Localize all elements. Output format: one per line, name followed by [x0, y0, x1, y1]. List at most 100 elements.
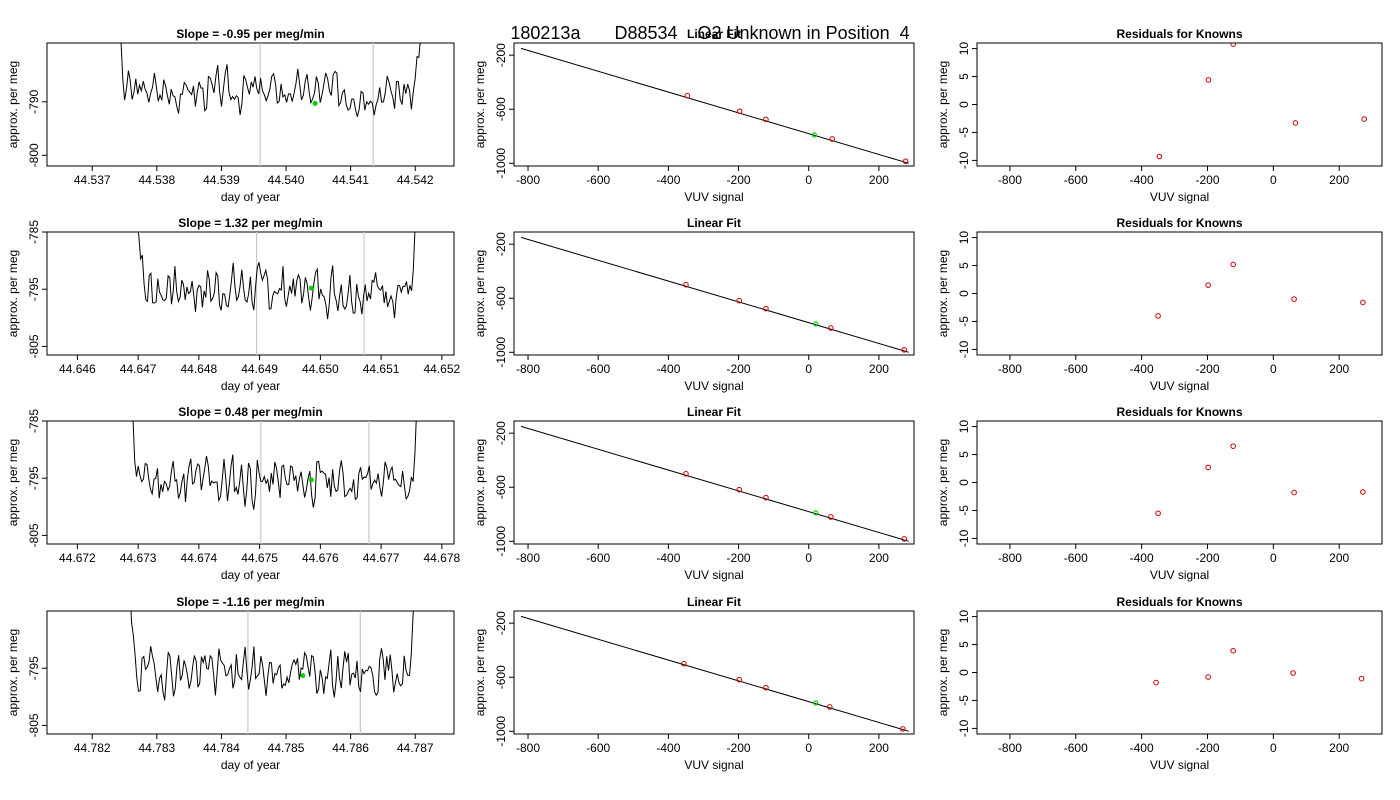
plot-area [1153, 647, 1365, 686]
x-tick-label: 200 [869, 551, 889, 565]
y-tick-label: -800 [27, 143, 41, 167]
plot-area [1155, 261, 1366, 319]
fit-line [520, 425, 909, 542]
y-tick-label: -1000 [494, 148, 508, 179]
y-tick-label: -795 [27, 656, 41, 680]
plot-frame [513, 610, 915, 735]
x-tick-label: -800 [516, 173, 540, 187]
y-axis-label: approx. per meg [6, 250, 20, 337]
y-tick-label: -10 [957, 151, 971, 169]
y-axis-label: approx. per meg [473, 250, 487, 337]
x-tick-label: 44.785 [268, 741, 305, 755]
y-tick-label: -10 [957, 529, 971, 547]
y-tick-label: 0 [957, 101, 971, 108]
residual-point [1156, 153, 1163, 160]
x-tick-label: -800 [998, 362, 1022, 376]
x-tick-label: 44.672 [59, 551, 96, 565]
x-tick-label: 44.651 [363, 362, 400, 376]
known-point [736, 108, 743, 115]
known-point [901, 347, 907, 353]
x-tick-label: -600 [1064, 362, 1088, 376]
y-axis-label: approx. per meg [6, 629, 20, 716]
plot-frame [976, 420, 1383, 545]
x-tick-label: -800 [516, 362, 540, 376]
x-tick-label: -600 [586, 173, 610, 187]
x-tick-label: -200 [1195, 362, 1219, 376]
y-tick-label: 0 [957, 669, 971, 676]
plot-frame [46, 42, 455, 167]
y-tick-label: 10 [957, 420, 971, 434]
residual-point [1230, 261, 1236, 268]
x-tick-label: -400 [656, 551, 680, 565]
y-tick-label: -1000 [494, 337, 508, 368]
plot-area [520, 615, 909, 732]
y-tick-label: 5 [957, 451, 971, 458]
x-tick-label: -800 [516, 741, 540, 755]
residual-point [1290, 670, 1296, 676]
known-point [829, 136, 836, 142]
y-tick-label: -5 [957, 127, 971, 138]
x-tick-label: 0 [1270, 741, 1277, 755]
y-tick-label: -795 [27, 277, 41, 301]
residual-point [1358, 675, 1365, 682]
residual-point [1230, 647, 1236, 654]
known-point [681, 660, 687, 667]
x-tick-label: 0 [1270, 173, 1277, 187]
x-tick-label: -200 [1195, 551, 1219, 565]
x-tick-label: -400 [656, 173, 680, 187]
residual-point [1230, 43, 1236, 47]
y-tick-label: 5 [957, 262, 971, 269]
plot-area [132, 421, 417, 544]
known-point [683, 281, 689, 288]
y-tick-label: -785 [27, 220, 41, 244]
unknown-point [811, 132, 817, 138]
panel-title: Linear Fit [687, 216, 741, 230]
residual-point [1153, 679, 1159, 686]
y-axis-label: approx. per meg [473, 61, 487, 148]
plot-frame [976, 610, 1383, 735]
x-tick-label: -200 [727, 362, 751, 376]
x-axis-label: VUV signal [1150, 758, 1209, 772]
x-tick-label: -800 [998, 173, 1022, 187]
known-point [763, 305, 769, 312]
y-axis-label: approx. per meg [936, 61, 950, 148]
y-tick-label: -1000 [494, 526, 508, 557]
panel-timeseries-2: Slope = 1.32 per meg/min 44.646 44.647 44.6… [6, 216, 461, 393]
x-axis-label: day of year [221, 379, 280, 393]
x-tick-label: -400 [656, 741, 680, 755]
x-tick-label: 44.675 [241, 551, 278, 565]
panel-title: Slope = 0.48 per meg/min [178, 405, 322, 419]
x-tick-label: -400 [1130, 362, 1154, 376]
residual-point [1360, 299, 1366, 306]
y-tick-label: -600 [494, 665, 508, 689]
y-axis-label: approx. per meg [473, 629, 487, 716]
unknown-point [308, 285, 314, 291]
y-tick-label: -5 [957, 316, 971, 327]
panel-residuals-4: Residuals for Knowns -800 -600 -400 -200 0 200… [936, 595, 1383, 772]
known-point [684, 92, 691, 99]
x-axis-label: VUV signal [684, 190, 743, 204]
panel-timeseries-3: Slope = 0.48 per meg/min 44.672 44.673 44.6… [6, 405, 461, 582]
panel-timeseries-4: Slope = -1.16 per meg/min 44.782 44.783 44.… [6, 595, 455, 772]
known-point [736, 297, 743, 304]
y-axis-label: approx. per meg [6, 439, 20, 526]
y-tick-label: -805 [27, 334, 41, 358]
unknown-label: O2 Unknown in Position 4 [697, 23, 910, 43]
y-tick-label: -200 [494, 43, 508, 67]
known-point [736, 486, 743, 493]
y-tick-label: -600 [494, 97, 508, 121]
x-tick-label: 44.538 [138, 173, 175, 187]
x-axis-label: VUV signal [1150, 379, 1209, 393]
residual-point [1155, 510, 1161, 517]
tank-id: D88534 [614, 23, 678, 43]
fit-line [520, 236, 909, 353]
residual-point [1205, 464, 1211, 471]
x-tick-label: 44.674 [181, 551, 218, 565]
plot-frame [46, 610, 455, 735]
y-tick-label: -5 [957, 695, 971, 706]
plot-area [520, 47, 909, 165]
known-point [826, 704, 833, 710]
x-tick-label: 44.782 [74, 741, 111, 755]
panel-timeseries-1: Slope = -0.95 per meg/min 44.537 44.538 44.… [6, 27, 455, 204]
plot-area [137, 232, 416, 355]
